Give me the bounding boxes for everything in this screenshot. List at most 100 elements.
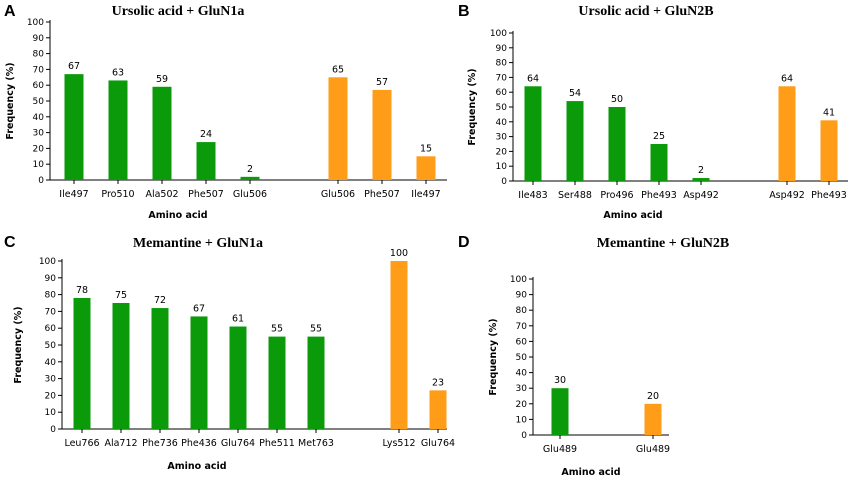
y-tick-label: 60: [33, 81, 45, 91]
data-label: 41: [823, 107, 835, 118]
y-tick-label: 90: [516, 291, 528, 301]
panel-letter: C: [4, 234, 16, 251]
x-tick-label: Glu489: [543, 444, 577, 455]
data-label: 75: [115, 290, 127, 301]
y-tick-label: 100: [39, 257, 56, 267]
x-axis-label: Amino acid: [603, 210, 662, 221]
y-tick-label: 60: [496, 88, 508, 98]
bar: [820, 120, 838, 181]
y-tick-label: 100: [490, 29, 507, 39]
data-label: 78: [76, 285, 88, 296]
chart-title: Memantine + GluN1a: [133, 236, 263, 251]
data-label: 15: [420, 143, 432, 154]
chart-title: Ursolic acid + GluN1a: [112, 4, 245, 19]
panel-letter: D: [458, 234, 470, 251]
panel-c: C Memantine + GluN1a 0 10 20 30 40 50 60 70 80 90 10…: [4, 234, 455, 472]
bar: [429, 390, 447, 429]
y-axis-label: Frequency (%): [488, 318, 499, 395]
y-tick-label: 0: [501, 177, 507, 187]
y-tick-label: 30: [516, 384, 528, 394]
data-label: 54: [569, 88, 581, 99]
x-tick-label: Lys512: [382, 438, 415, 449]
x-tick-label: Asp492: [683, 190, 719, 201]
bar: [307, 336, 325, 429]
bar: [650, 144, 668, 181]
bar: [608, 107, 626, 181]
data-label: 2: [698, 165, 704, 176]
panel-a: A Ursolic acid + GluN1a 0 10 20 30 40 50 60 70 80 9…: [4, 3, 447, 221]
x-tick-label: Glu506: [321, 189, 355, 200]
data-label: 63: [112, 67, 124, 78]
y-tick-label: 70: [33, 65, 45, 75]
bar: [190, 316, 208, 429]
y-tick-label: 70: [496, 73, 508, 83]
data-label: 57: [376, 77, 388, 88]
y-tick-label: 20: [33, 144, 45, 154]
x-tick-label: Pro496: [600, 190, 633, 201]
y-tick-label: 60: [45, 324, 57, 334]
y-tick-label: 10: [45, 408, 57, 418]
chart-title: Ursolic acid + GluN2B: [578, 4, 713, 19]
data-label: 72: [154, 295, 166, 306]
bar: [372, 89, 392, 180]
y-axis-label: Frequency (%): [467, 68, 478, 145]
data-label: 23: [432, 377, 444, 388]
bar: [108, 80, 128, 180]
x-tick-label: Glu489: [636, 444, 670, 455]
y-tick-label: 50: [45, 341, 57, 351]
data-label: 20: [647, 391, 659, 402]
data-label: 50: [611, 94, 623, 105]
bar: [524, 86, 542, 181]
y-axis-label: Frequency (%): [5, 62, 16, 139]
bar: [551, 388, 569, 435]
data-label: 64: [527, 73, 539, 84]
panel-b: B Ursolic acid + GluN2B 0 10 20 30 40 50 60 70 80 9…: [458, 3, 848, 221]
x-tick-label: Glu506: [233, 189, 267, 200]
x-tick-label: Asp492: [769, 190, 805, 201]
data-label: 67: [193, 303, 205, 314]
x-tick-label: Ala502: [145, 189, 178, 200]
y-tick-label: 90: [45, 274, 57, 284]
x-tick-label: Phe493: [641, 190, 677, 201]
bar: [112, 303, 130, 429]
x-tick-label: Glu764: [421, 438, 455, 449]
y-tick-label: 40: [45, 358, 57, 368]
y-tick-label: 0: [50, 425, 56, 435]
y-tick-label: 90: [496, 44, 508, 54]
x-tick-label: Ser488: [558, 190, 592, 201]
bar: [73, 297, 91, 429]
bar: [328, 77, 348, 180]
panel-d: D Memantine + GluN2B 0 10 20 30 40 50 60 70 80 90 10…: [458, 234, 729, 478]
y-tick-label: 90: [33, 34, 45, 44]
y-tick-label: 30: [33, 129, 45, 139]
y-tick-label: 70: [516, 322, 528, 332]
y-tick-label: 100: [510, 275, 527, 285]
y-tick-label: 20: [496, 147, 508, 157]
x-tick-label: Phe511: [259, 438, 295, 449]
x-tick-label: Phe436: [181, 438, 217, 449]
data-label: 25: [653, 131, 665, 142]
y-tick-label: 20: [45, 391, 57, 401]
y-tick-label: 10: [33, 160, 45, 170]
bar: [229, 326, 247, 429]
y-tick-label: 80: [516, 306, 528, 316]
x-tick-label: Phe736: [142, 438, 178, 449]
bar: [240, 176, 260, 180]
y-tick-label: 10: [496, 162, 508, 172]
data-label: 55: [271, 324, 283, 335]
x-tick-label: Leu766: [64, 438, 99, 449]
y-axis-label: Frequency (%): [13, 306, 24, 383]
data-label: 55: [310, 324, 322, 335]
x-tick-label: Pro510: [101, 189, 134, 200]
x-axis-label: Amino acid: [148, 210, 207, 221]
x-tick-label: Ile497: [59, 189, 88, 200]
y-tick-label: 70: [45, 307, 57, 317]
data-label: 61: [232, 314, 244, 325]
x-axis-label: Amino acid: [561, 467, 620, 478]
y-tick-label: 80: [45, 291, 57, 301]
x-tick-label: Ala712: [104, 438, 137, 449]
x-tick-label: Ile483: [518, 190, 547, 201]
y-tick-label: 30: [45, 375, 57, 385]
y-tick-label: 60: [516, 337, 528, 347]
